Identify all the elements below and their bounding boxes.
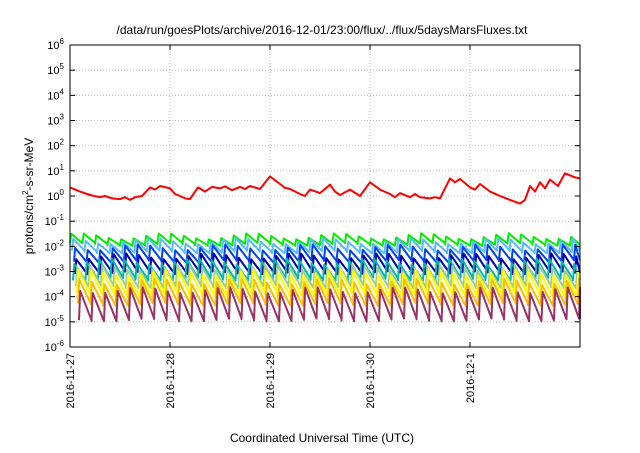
series-line-6	[72, 257, 581, 282]
chart-title: /data/run/goesPlots/archive/2016-12-01/2…	[117, 23, 529, 37]
y-tick-label: 10-4	[45, 289, 65, 304]
x-axis-ticks: 2016-11-27 2016-11-28 2016-11-29 2016-11-30…	[65, 45, 477, 408]
series-line-4	[73, 243, 581, 264]
y-tick-label: 105	[47, 62, 64, 77]
y-tick-label: 10-6	[45, 339, 65, 354]
y-tick-label: 10-1	[45, 213, 65, 228]
x-tick-label: 2016-11-28	[165, 353, 177, 408]
x-tick-label: 2016-11-29	[265, 353, 277, 408]
y-tick-label: 106	[47, 37, 64, 52]
y-tick-label: 104	[47, 87, 64, 102]
series-line-9	[77, 277, 581, 307]
x-tick-label: 2016-12-1	[465, 353, 477, 403]
series-line-2	[69, 232, 581, 247]
x-tick-label: 2016-11-30	[365, 353, 377, 408]
y-tick-label: 10-3	[45, 264, 65, 279]
series-line-3	[71, 237, 581, 255]
y-axis-label: protons/cm2-s-sr-MeV	[21, 138, 36, 254]
y-tick-label: 10-2	[45, 238, 65, 253]
y-tick-label: 10-5	[45, 314, 65, 329]
y-tick-label: 102	[47, 138, 64, 153]
y-tick-label: 101	[47, 163, 64, 178]
y-axis-ticks: 106 105 104 103 102 101 100 10-1 10-2 10-3 10-4 10-…	[45, 37, 580, 354]
series-line-10	[78, 286, 581, 323]
x-axis-label: Coordinated Universal Time (UTC)	[230, 431, 414, 445]
series-line-1	[69, 172, 581, 205]
series-line-8	[76, 268, 581, 298]
series-layer	[69, 172, 581, 323]
x-tick-label: 2016-11-27	[65, 353, 77, 408]
y-tick-label: 103	[47, 113, 64, 128]
y-tick-label: 100	[47, 188, 64, 203]
